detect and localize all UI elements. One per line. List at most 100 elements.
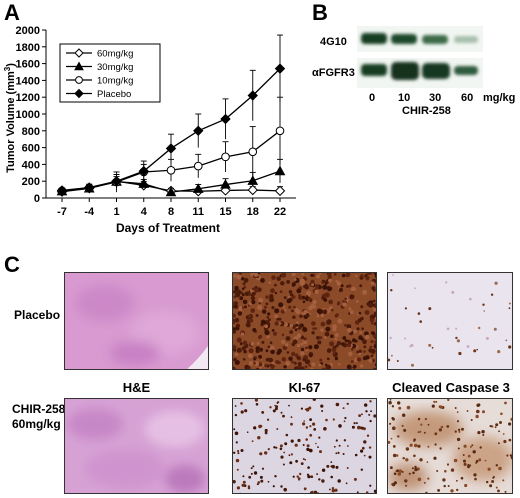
ki67-nucleus <box>240 402 243 405</box>
ki67-nucleus <box>293 366 299 369</box>
caspase-stain-dot <box>434 443 437 446</box>
ki67-nucleus <box>243 277 249 283</box>
caspase-stain-dot <box>393 472 397 475</box>
caspase-stain-dot <box>511 451 512 454</box>
ki67-nucleus <box>349 294 355 300</box>
ki67-nucleus <box>315 442 317 445</box>
caspase-stain-dot <box>427 423 430 426</box>
ki67-nucleus <box>343 439 347 442</box>
caspase-stain-dot <box>489 484 493 488</box>
ki67-nucleus <box>265 302 269 306</box>
caspase-stain-dot <box>423 431 426 434</box>
ki67-nucleus <box>308 364 311 367</box>
ki67-nucleus <box>290 439 294 443</box>
ki67-nucleus <box>286 351 290 354</box>
ki67-nucleus <box>332 418 335 421</box>
ki67-nucleus <box>235 458 240 463</box>
ki67-nucleus <box>258 355 262 359</box>
ki67-nucleus <box>273 331 277 336</box>
ki67-nucleus <box>327 320 332 325</box>
ki67-nucleus <box>305 407 310 412</box>
ki67-nucleus <box>303 420 305 422</box>
ki67-nucleus <box>290 422 293 426</box>
ki67-nucleus <box>236 289 242 295</box>
ki67-nucleus <box>242 480 246 484</box>
ki67-nucleus <box>233 344 237 350</box>
ki67-nucleus <box>346 467 349 469</box>
ki67-nucleus <box>325 326 331 332</box>
ki67-nucleus <box>319 358 323 362</box>
y-tick-label: 1600 <box>16 59 40 71</box>
ki67-nucleus <box>288 454 291 457</box>
ki67-nucleus <box>374 362 376 367</box>
ki67-nucleus <box>355 422 358 425</box>
caspase-stain-dot <box>508 345 512 349</box>
caspase-stain-dot <box>435 400 438 403</box>
ki67-nucleus <box>318 363 322 367</box>
ki67-nucleus <box>289 324 294 328</box>
caspase-stain-dot <box>472 450 476 454</box>
caspase-stain-dot <box>417 444 421 448</box>
ki67-nucleus <box>271 275 276 280</box>
y-tick-label: 800 <box>22 126 40 138</box>
legend-entry: Placebo <box>97 89 131 100</box>
ki67-nucleus <box>278 317 282 321</box>
ki67-nucleus <box>233 289 238 294</box>
ki67-nucleus <box>366 302 371 306</box>
x-tick-label: 22 <box>274 206 286 218</box>
series-point <box>221 152 230 162</box>
ki67-nucleus <box>351 344 357 349</box>
caspase-stain-dot <box>458 351 462 356</box>
ki67-nucleus <box>267 319 271 322</box>
caspase-stain-dot <box>454 430 457 433</box>
caspase-stain-dot <box>417 431 420 433</box>
ki67-nucleus <box>303 310 307 314</box>
caspase-stain-dot <box>447 485 450 487</box>
ki67-nucleus <box>336 341 341 346</box>
caspase-stain-dot <box>406 405 411 410</box>
y-tick-label: 0 <box>34 193 40 205</box>
ki67-nucleus <box>257 305 263 310</box>
caspase-stain-dot <box>417 477 422 482</box>
y-tick-label: 600 <box>22 143 40 155</box>
ki67-nucleus <box>233 320 236 324</box>
ki67-nucleus <box>368 348 373 353</box>
ki67-nucleus <box>261 340 265 344</box>
ki67-nucleus <box>251 440 254 443</box>
series-point <box>166 165 176 175</box>
caspase-stain-dot <box>417 312 421 315</box>
caspase-stain-dot <box>392 274 394 276</box>
caspase-stain-dot <box>458 430 461 433</box>
ki67-nucleus <box>374 273 376 276</box>
caspase-stain-dot <box>494 281 498 285</box>
caspase-stain-dot <box>486 480 489 484</box>
ki67-nucleus <box>271 306 275 310</box>
ki67-nucleus <box>236 337 242 343</box>
ki67-nucleus <box>244 305 247 309</box>
ki67-nucleus <box>337 479 341 483</box>
caspase-stain-dot <box>417 418 420 421</box>
ki67-nucleus <box>234 431 239 436</box>
ki67-nucleus <box>312 299 317 305</box>
caspase-stain-dot <box>469 297 472 301</box>
caspase-stain-dot <box>396 469 399 473</box>
caspase-stain-dot <box>444 469 447 473</box>
ki67-nucleus <box>302 327 308 333</box>
caspase-stain-dot <box>401 470 404 473</box>
ki67-nucleus <box>300 347 305 352</box>
ki67-nucleus <box>270 288 275 294</box>
caspase-stain-dot <box>460 476 464 480</box>
ki67-nucleus <box>357 318 362 323</box>
ki67-nucleus <box>355 274 358 278</box>
ki67-nucleus <box>233 274 237 278</box>
histology-col-label-he: H&E <box>122 380 151 395</box>
ki67-nucleus <box>331 487 335 490</box>
ki67-nucleus <box>264 428 268 433</box>
ki67-nucleus <box>320 404 324 408</box>
ki67-nucleus <box>248 353 253 359</box>
y-tick-label: 1000 <box>16 109 40 121</box>
caspase-stain-dot <box>504 490 507 493</box>
ki67-nucleus <box>299 366 305 369</box>
histology-row-label-placebo: Placebo <box>14 308 61 322</box>
ki67-nucleus <box>250 467 253 470</box>
